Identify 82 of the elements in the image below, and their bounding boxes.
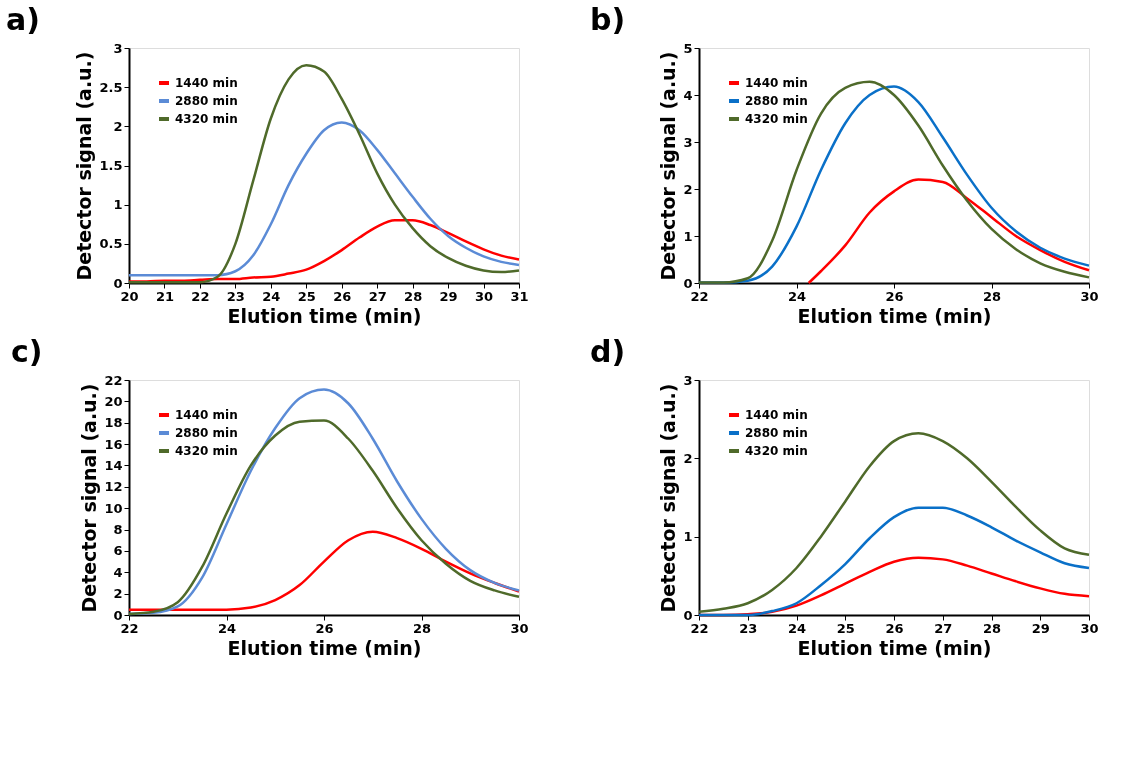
y-tick-label: 4 [113,564,123,580]
y-tick-label: 6 [113,543,123,559]
y-tick-label: 1.5 [99,158,123,173]
legend-label: 2880 min [175,426,238,440]
y-tick-label: 18 [104,415,123,431]
y-tick-label: 2 [683,450,693,466]
y-tick-label: 2.5 [99,79,123,95]
x-tick-label: 30 [475,288,494,304]
y-tick-label: 2 [113,586,123,602]
y-tick-label: 10 [104,500,123,516]
x-tick-label: 25 [836,620,855,636]
y-tick-label: 0 [113,275,123,291]
legend-label: 4320 min [175,444,238,458]
y-tick-label: 12 [104,479,123,495]
x-tick-label: 31 [510,288,529,304]
y-axis-title: Detector signal (a.u.) [657,383,680,613]
x-tick-label: 28 [982,288,1002,304]
y-tick-label: 3 [113,40,123,56]
y-axis-title: Detector signal (a.u.) [73,51,96,281]
x-tick-label: 30 [1080,620,1099,636]
legend-label: 2880 min [745,426,808,440]
legend-label: 4320 min [745,444,808,458]
y-tick-label: 3 [683,372,693,388]
x-tick-label: 23 [226,288,245,304]
y-tick-label: 0 [683,275,693,291]
chart-title: d) [589,334,626,369]
x-axis-title: Elution time (min) [797,304,992,327]
chart-title: b) [589,2,626,37]
x-tick-label: 28 [412,620,432,636]
x-tick-label: 25 [297,288,316,304]
y-tick-label: 2 [683,181,693,197]
y-tick-label: 16 [104,436,123,452]
legend-label: 2880 min [175,94,238,108]
x-tick-label: 24 [787,620,807,636]
y-tick-label: 0.5 [99,236,123,252]
x-tick-label: 24 [262,288,281,304]
y-tick-label: 1 [683,228,693,244]
legend-label: 1440 min [745,408,808,422]
chart-title: a) [5,2,40,37]
x-tick-label: 30 [510,620,529,636]
x-tick-label: 26 [885,288,904,304]
legend-label: 1440 min [745,76,808,90]
y-tick-label: 5 [683,40,693,56]
y-tick-label: 4 [683,87,693,103]
x-tick-label: 24 [217,620,237,636]
legend-label: 4320 min [175,112,238,126]
x-tick-label: 27 [368,288,387,304]
x-tick-label: 21 [155,288,174,304]
x-tick-label: 29 [439,288,458,304]
x-tick-label: 24 [787,288,807,304]
x-tick-label: 28 [404,288,423,304]
y-tick-label: 8 [113,522,123,538]
line-series [807,178,1091,285]
x-tick-label: 23 [739,620,758,636]
y-tick-label: 14 [104,457,123,473]
x-tick-label: 28 [982,620,1002,636]
x-axis-title: Elution time (min) [227,636,422,659]
legend-label: 1440 min [175,408,238,422]
legend-label: 1440 min [175,76,238,90]
y-tick-label: 1 [113,197,123,213]
x-axis-title: Elution time (min) [797,636,992,659]
x-tick-label: 26 [885,620,904,636]
x-tick-label: 26 [315,620,334,636]
line-series [127,121,521,277]
y-tick-label: 2 [113,118,123,134]
y-axis-title: Detector signal (a.u.) [78,383,101,613]
y-tick-label: 22 [104,372,123,388]
y-tick-label: 0 [683,607,693,623]
y-axis-title: Detector signal (a.u.) [657,51,680,281]
x-tick-label: 27 [934,620,953,636]
y-tick-label: 3 [683,134,693,150]
y-tick-label: 20 [104,393,123,409]
chart-title: c) [10,334,43,369]
x-tick-label: 22 [191,288,210,304]
x-axis-title: Elution time (min) [227,304,422,327]
legend-label: 4320 min [745,112,808,126]
y-tick-label: 1 [683,529,693,545]
x-tick-label: 26 [333,288,352,304]
y-tick-label: 0 [113,607,123,623]
x-tick-label: 29 [1031,620,1050,636]
legend-label: 2880 min [745,94,808,108]
x-tick-label: 30 [1080,288,1099,304]
